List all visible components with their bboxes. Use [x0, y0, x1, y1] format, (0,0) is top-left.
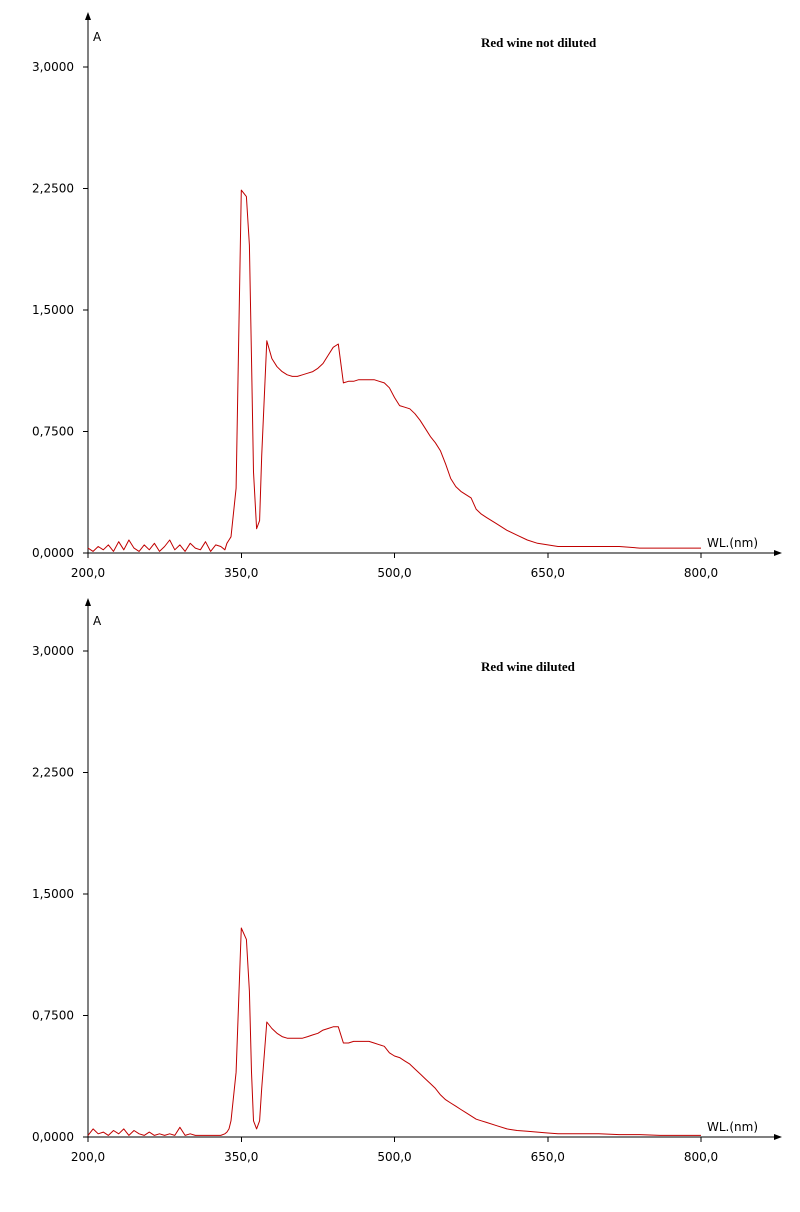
x-tick-label: 350,0 — [224, 1150, 258, 1164]
y-tick-label: 3,0000 — [32, 60, 74, 74]
x-axis: WL.(nm) — [88, 536, 782, 556]
x-axis-label: WL.(nm) — [707, 536, 758, 550]
x-axis: WL.(nm) — [88, 1120, 782, 1140]
x-tick-label: 800,0 — [684, 566, 718, 580]
x-tick-label: 500,0 — [377, 566, 411, 580]
y-axis: A — [85, 598, 102, 1137]
x-tick-label: 650,0 — [531, 1150, 565, 1164]
spectrum-chart-diluted: Red wine diluted A WL.(nm) 200,0 350,0 500… — [32, 598, 782, 1164]
y-tick-label: 0,7500 — [32, 1009, 74, 1023]
y-axis: A — [85, 12, 102, 553]
x-tick-label: 350,0 — [224, 566, 258, 580]
x-tick-label: 200,0 — [71, 1150, 105, 1164]
series-line — [87, 189, 701, 552]
y-tick-label: 1,5000 — [32, 887, 74, 901]
y-tick-label: 2,2500 — [32, 182, 74, 196]
y-axis-label: A — [93, 30, 102, 44]
x-tick-label: 200,0 — [71, 566, 105, 580]
x-tick-label: 650,0 — [531, 566, 565, 580]
y-ticks: 0,0000 0,7500 1,5000 2,2500 3,0000 — [32, 644, 88, 1144]
y-tick-label: 0,7500 — [32, 425, 74, 439]
x-tick-label: 800,0 — [684, 1150, 718, 1164]
y-tick-label: 3,0000 — [32, 644, 74, 658]
y-tick-label: 0,0000 — [32, 1130, 74, 1144]
series-group — [87, 927, 701, 1136]
y-axis-label: A — [93, 614, 102, 628]
spectrum-chart-not-diluted: Red wine not diluted A WL.(nm) 200,0 350,… — [32, 12, 782, 580]
chart-title: Red wine diluted — [481, 659, 576, 674]
y-axis-arrow-icon — [85, 12, 91, 20]
y-axis-arrow-icon — [85, 598, 91, 606]
x-tick-label: 500,0 — [377, 1150, 411, 1164]
y-ticks: 0,0000 0,7500 1,5000 2,2500 3,0000 — [32, 60, 88, 560]
x-ticks: 200,0 350,0 500,0 650,0 800,0 — [71, 1137, 718, 1164]
x-axis-label: WL.(nm) — [707, 1120, 758, 1134]
x-axis-arrow-icon — [774, 1134, 782, 1140]
y-tick-label: 1,5000 — [32, 303, 74, 317]
x-axis-arrow-icon — [774, 550, 782, 556]
series-line — [87, 927, 701, 1136]
x-ticks: 200,0 350,0 500,0 650,0 800,0 — [71, 553, 718, 580]
y-tick-label: 2,2500 — [32, 766, 74, 780]
chart-title: Red wine not diluted — [481, 35, 597, 50]
y-tick-label: 0,0000 — [32, 546, 74, 560]
series-group — [87, 189, 701, 552]
